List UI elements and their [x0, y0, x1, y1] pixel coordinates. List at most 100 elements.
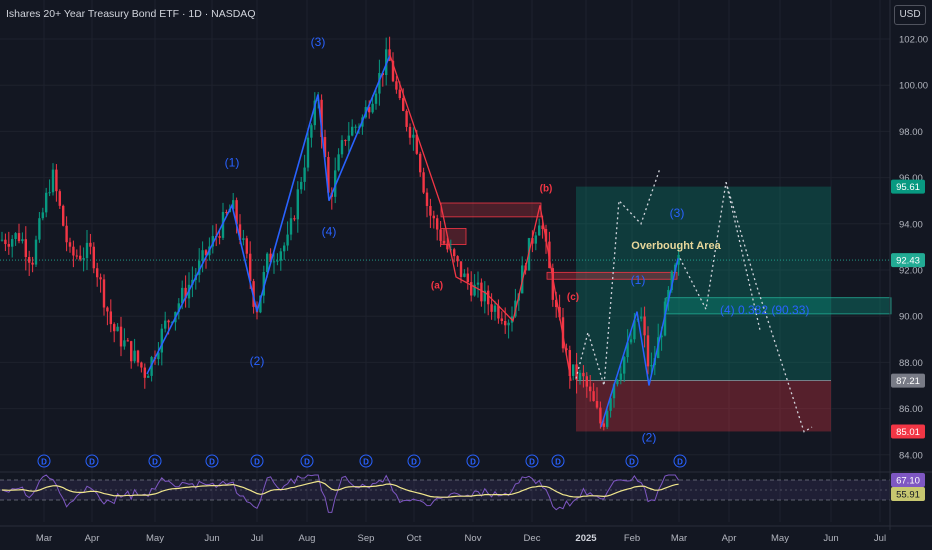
candle-body: [225, 211, 228, 213]
candle-body: [415, 134, 418, 154]
candle-body: [238, 224, 242, 240]
projection-path: [679, 182, 761, 331]
x-tick-label: Feb: [624, 533, 640, 544]
candle-body: [677, 254, 680, 265]
candle-body: [133, 350, 136, 362]
candle-body: [306, 137, 310, 168]
price-badge: [891, 424, 925, 439]
x-tick-label: Aug: [299, 533, 316, 544]
candle-body: [235, 200, 238, 225]
wave-label: (1): [631, 273, 646, 287]
candle-body: [116, 326, 119, 332]
candle-body: [453, 249, 456, 257]
candle-body: [391, 60, 395, 82]
candle-body: [595, 401, 599, 408]
x-tick-label: Dec: [524, 533, 541, 544]
wave-label: (4): [322, 225, 337, 239]
event-marker: [359, 454, 373, 468]
candle-body: [572, 364, 575, 376]
candle-body: [279, 251, 282, 261]
candle-body: [177, 303, 180, 312]
event-marker-label: D: [41, 458, 47, 467]
candle-body: [646, 335, 650, 367]
wave-label: (b): [540, 183, 553, 194]
candle-body: [130, 341, 133, 362]
candle-body: [660, 335, 663, 338]
x-tick-label: Oct: [407, 533, 422, 544]
candle-body: [578, 372, 582, 380]
currency-button[interactable]: USD: [894, 5, 926, 25]
y-tick-label: 92.00: [899, 266, 923, 277]
event-marker: [466, 454, 480, 468]
candle-body: [320, 99, 323, 138]
y-tick-label: 88.00: [899, 358, 923, 369]
x-tick-label: Jun: [204, 533, 219, 544]
x-tick-label: Jul: [251, 533, 263, 544]
candle-body: [136, 350, 140, 363]
candle-body: [204, 250, 208, 256]
candle-body: [68, 242, 72, 247]
event-marker: [625, 454, 639, 468]
x-tick-label: Mar: [671, 533, 687, 544]
candle-body: [181, 287, 184, 304]
price-badge-label: 92.43: [896, 256, 920, 267]
candle-body: [480, 282, 483, 302]
candle-body: [232, 200, 235, 209]
y-tick-label: 96.00: [899, 173, 923, 184]
wave-label: (2): [250, 354, 265, 368]
candle-body: [616, 379, 619, 385]
event-marker: [37, 454, 51, 468]
event-marker-label: D: [629, 458, 635, 467]
candle-body: [283, 245, 286, 252]
candle-body: [293, 218, 296, 220]
candle-body: [568, 350, 571, 376]
candle-body: [602, 423, 605, 427]
candle-body: [422, 172, 425, 193]
rsi-badge-label: 67.10: [896, 476, 920, 487]
corrective-wave-line: [389, 54, 572, 381]
chart-title: Ishares 20+ Year Treasury Bond ETF · 1D …: [6, 8, 256, 20]
candle-body: [92, 246, 95, 269]
candle-body: [419, 153, 422, 173]
fib-annotation: (4) 0.382 (90.33): [720, 303, 809, 317]
candle-body: [143, 367, 146, 378]
x-tick-label: 2025: [575, 533, 597, 544]
candle-body: [119, 326, 123, 347]
candle-body: [555, 299, 558, 308]
candle-body: [439, 229, 442, 241]
candle-body: [85, 242, 89, 259]
candle-body: [371, 103, 374, 113]
candle-body: [106, 307, 109, 312]
y-tick-label: 100.00: [899, 81, 928, 92]
candle-body: [544, 229, 548, 242]
candle-body: [368, 107, 371, 113]
candle-body: [218, 236, 221, 238]
y-tick-label: 90.00: [899, 312, 923, 323]
x-tick-label: Mar: [36, 533, 52, 544]
candle-body: [640, 316, 643, 319]
overbought-annotation: Overbought Area: [631, 240, 721, 252]
wave-label: (3): [670, 206, 685, 220]
y-tick-label: 98.00: [899, 127, 923, 138]
candle-body: [198, 260, 201, 275]
candle-body: [286, 234, 289, 246]
candle-body: [327, 157, 330, 193]
candle-body: [55, 169, 58, 192]
price-badge-label: 95.61: [896, 182, 920, 193]
candle-body: [436, 218, 439, 230]
candle-body: [7, 244, 10, 247]
x-tick-label: Apr: [722, 533, 737, 544]
candle-body: [432, 215, 435, 219]
projection-path: [725, 182, 813, 433]
wave-label: (a): [431, 280, 443, 291]
candle-body: [504, 320, 507, 326]
candle-body: [558, 307, 561, 318]
candle-body: [589, 386, 592, 392]
rsi-badge-label: 55.91: [896, 490, 920, 501]
candle-body: [14, 233, 17, 240]
candle-body: [565, 348, 568, 351]
candle-body: [442, 240, 446, 244]
event-marker: [673, 454, 687, 468]
candle-body: [582, 372, 585, 377]
